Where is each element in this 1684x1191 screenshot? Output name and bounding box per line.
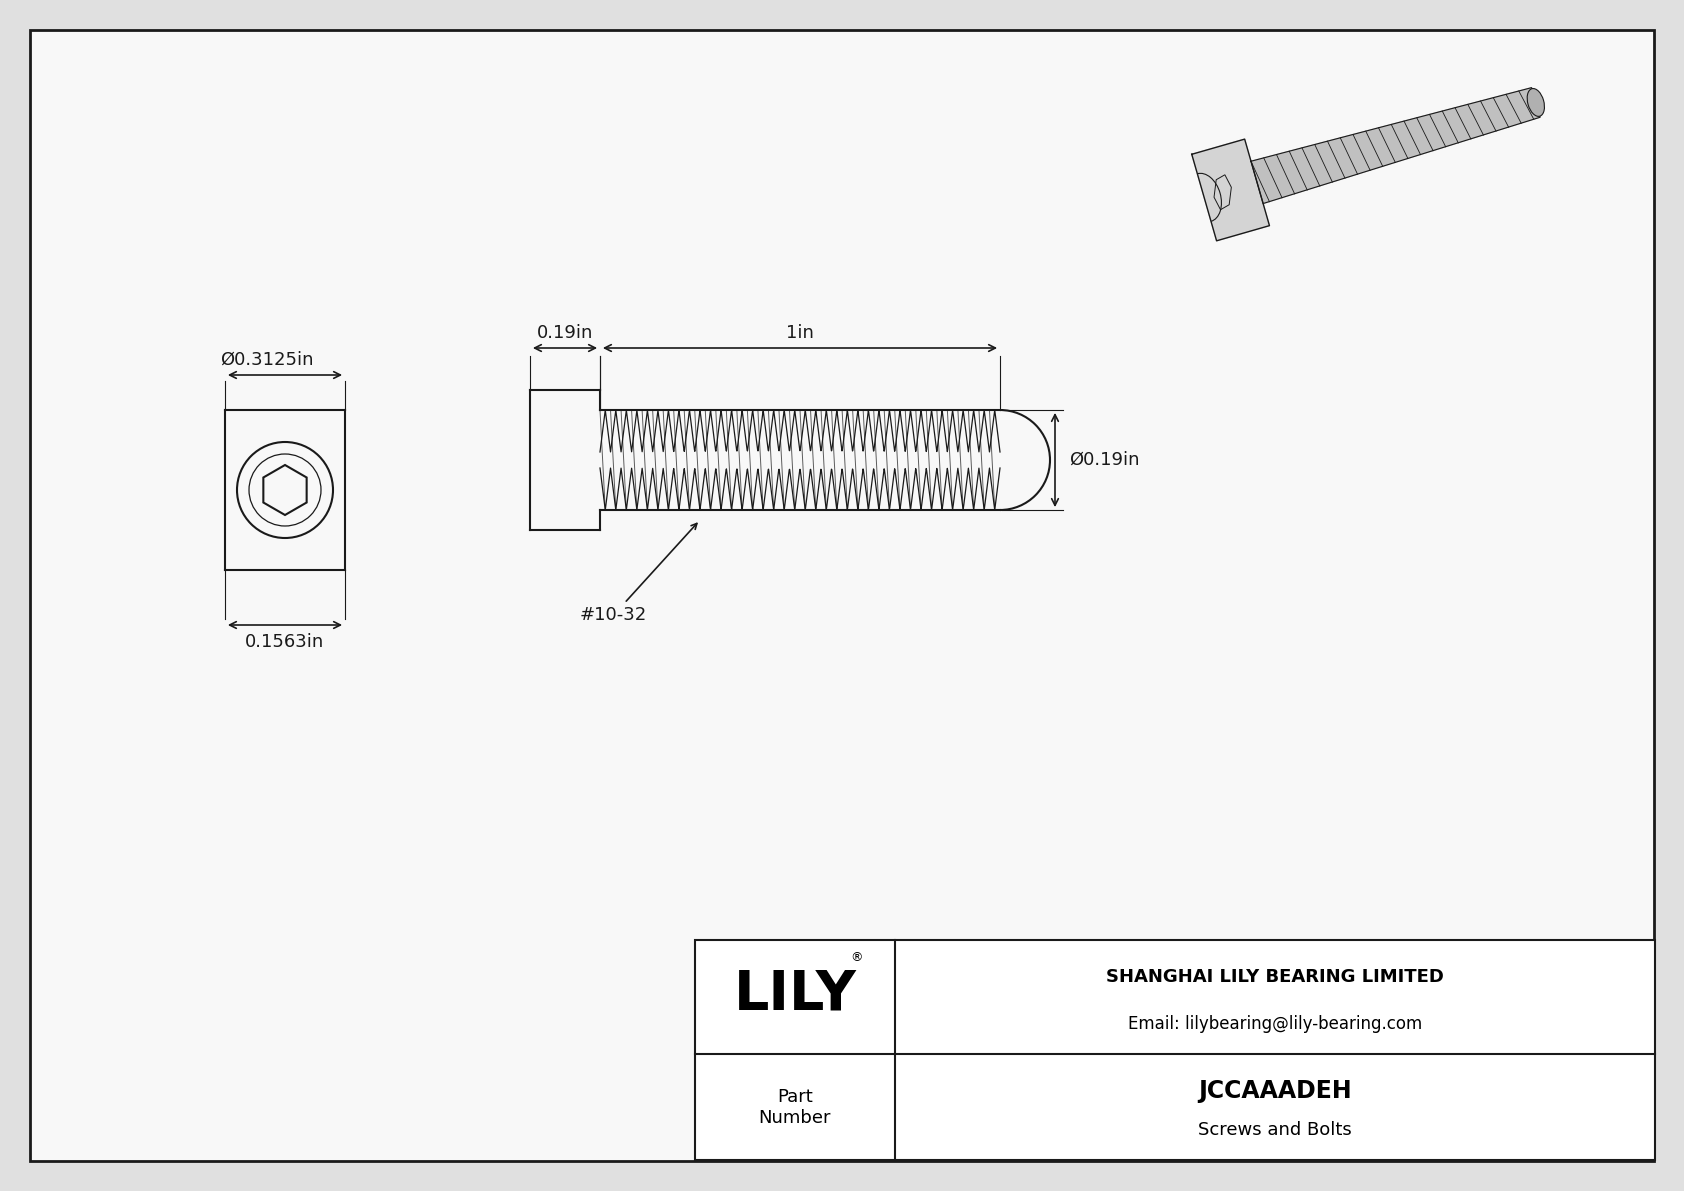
Text: #10-32: #10-32 [579,523,697,624]
Text: 0.1563in: 0.1563in [246,632,325,651]
Text: SHANGHAI LILY BEARING LIMITED: SHANGHAI LILY BEARING LIMITED [1106,968,1443,986]
Text: LILY: LILY [734,968,857,1022]
Text: JCCAAADEH: JCCAAADEH [1199,1079,1352,1103]
Ellipse shape [1527,88,1544,117]
Text: ®: ® [850,952,864,964]
Text: Screws and Bolts: Screws and Bolts [1197,1122,1352,1140]
Text: Email: lilybearing@lily-bearing.com: Email: lilybearing@lily-bearing.com [1128,1015,1421,1033]
Text: Part
Number: Part Number [759,1087,832,1127]
Text: Ø0.3125in: Ø0.3125in [221,351,313,369]
Text: Ø0.19in: Ø0.19in [1069,451,1140,469]
Text: 0.19in: 0.19in [537,324,593,342]
Bar [695,940,1655,1160]
Polygon shape [1251,88,1541,204]
Text: 1in: 1in [786,324,813,342]
Polygon shape [1192,139,1270,241]
